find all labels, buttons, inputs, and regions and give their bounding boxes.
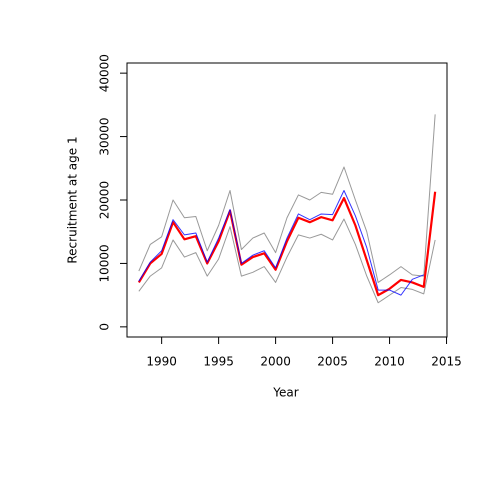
x-axis-title: Year [272,386,298,400]
y-tick-label: 20000 [98,181,112,219]
y-tick-label: 0 [98,323,112,331]
x-tick-label: 2015 [431,355,462,369]
y-axis-title: Recruitment at age 1 [66,136,80,263]
x-tick-label: 1990 [146,355,177,369]
series-line [138,189,424,296]
plot-frame [126,62,448,338]
series-line [137,191,437,297]
x-tick-label: 2005 [317,355,348,369]
x-tick-label: 2000 [260,355,291,369]
y-tick-label: 30000 [98,117,112,155]
y-tick-label: 10000 [98,244,112,282]
y-tick-label: 40000 [98,54,112,92]
series-line [138,114,436,283]
x-tick-label: 1995 [203,355,234,369]
x-tick-label: 2010 [374,355,405,369]
series-line [138,218,436,304]
